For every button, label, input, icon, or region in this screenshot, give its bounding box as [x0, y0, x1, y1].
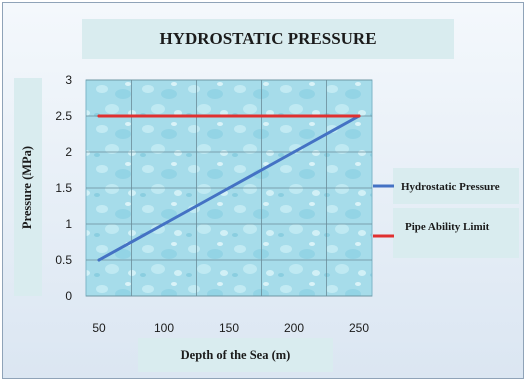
chart-title: HYDROSTATIC PRESSURE	[159, 29, 377, 48]
x-tick-label: 50	[92, 321, 106, 335]
data-point	[97, 114, 101, 118]
legend-label: Hydrostatic Pressure	[401, 181, 500, 193]
legend-label: Pipe Ability Limit	[405, 221, 490, 233]
data-point	[357, 114, 361, 118]
y-tick-label: 2	[65, 145, 72, 159]
x-tick-label: 150	[219, 321, 239, 335]
data-point	[227, 186, 231, 190]
legend-entry-box-2	[393, 208, 519, 258]
data-point	[162, 222, 166, 226]
x-axis-label: Depth of the Sea (m)	[180, 347, 291, 362]
data-point	[97, 258, 101, 262]
x-tick-label: 250	[349, 321, 369, 335]
y-tick-label: 0.5	[55, 253, 72, 267]
y-tick-label: 1.5	[55, 181, 72, 195]
x-tick-label: 200	[284, 321, 304, 335]
chart-title-box: HYDROSTATIC PRESSURE	[82, 19, 454, 59]
y-axis-label-box: Pressure (MPa)	[14, 78, 42, 296]
y-tick-label: 3	[65, 73, 72, 87]
x-axis-label-box: Depth of the Sea (m)	[138, 338, 333, 372]
x-tick-label: 100	[154, 321, 174, 335]
data-point	[162, 114, 166, 118]
data-point	[292, 150, 296, 154]
data-point	[227, 114, 231, 118]
y-tick-label: 0	[65, 289, 72, 303]
legend-entry-box-1	[393, 168, 519, 204]
data-point	[292, 114, 296, 118]
y-tick-label: 2.5	[55, 109, 72, 123]
y-tick-label: 1	[65, 217, 72, 231]
